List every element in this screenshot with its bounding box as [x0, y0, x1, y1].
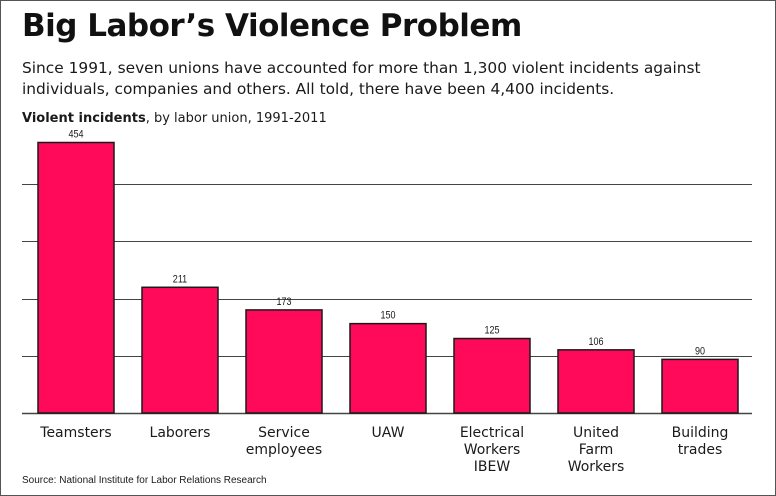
subtitle-bold: Violent incidents: [22, 111, 146, 126]
category-label: Building trades: [671, 425, 729, 458]
chart-subtitle: Violent incidents, by labor union, 1991-…: [22, 111, 327, 126]
source-note: Source: National Institute for Labor Rel…: [22, 475, 267, 486]
bar: [141, 286, 219, 414]
subtitle-rest: , by labor union, 1991-2011: [145, 111, 327, 126]
bar: [453, 337, 531, 414]
data-label: 454: [68, 129, 83, 141]
bar: [557, 349, 635, 414]
data-label: 173: [276, 296, 291, 308]
bar: [349, 322, 427, 414]
category-label: Teamsters: [40, 425, 112, 441]
data-label: 106: [588, 336, 603, 348]
chart-intro: Since 1991, seven unions have accounted …: [22, 59, 701, 98]
category-label: United Farm Workers: [567, 425, 625, 475]
data-label: 90: [695, 346, 705, 358]
data-label: 150: [380, 310, 395, 322]
bar: [245, 309, 323, 414]
data-label: 125: [484, 325, 499, 337]
category-label: Electrical Workers IBEW: [459, 425, 525, 475]
category-label: Laborers: [149, 425, 211, 441]
chart-title: Big Labor’s Violence Problem: [22, 8, 522, 44]
data-label: 211: [173, 274, 188, 286]
category-label: UAW: [371, 425, 405, 441]
bar: [37, 141, 115, 414]
category-label: Service employees: [245, 425, 323, 458]
bar: [661, 358, 739, 414]
